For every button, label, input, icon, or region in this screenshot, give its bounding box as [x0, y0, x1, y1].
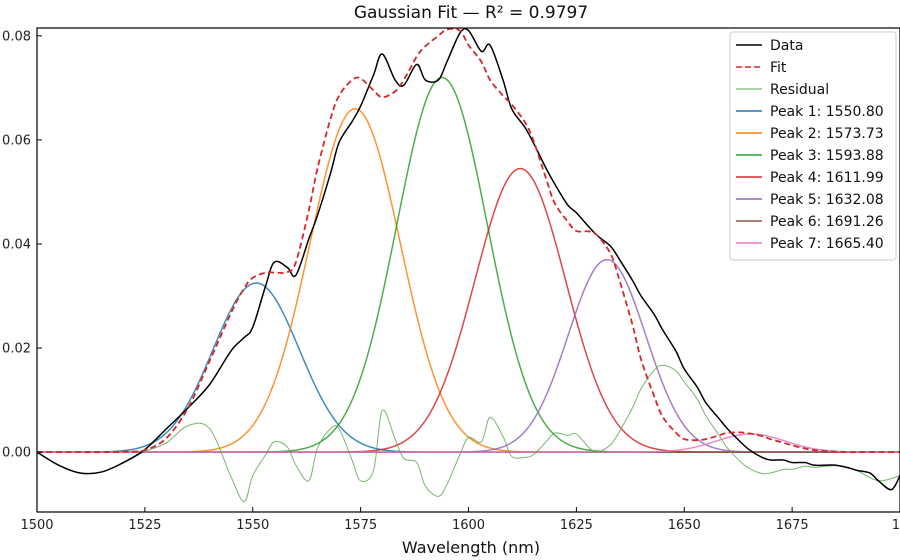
chart-title: Gaussian Fit — R² = 0.9797 [354, 3, 588, 23]
legend-box [729, 31, 897, 261]
legend-label-data: Data [770, 38, 803, 54]
x-tick-label: 1600 [452, 518, 485, 533]
series-line-peak-1-1550-80 [37, 282, 900, 453]
x-axis: 1500 1525 1550 1575 1600 1625 1650 1675 17 [20, 507, 900, 533]
y-tick-label: 0.00 [2, 446, 31, 461]
x-tick-label: 1575 [344, 518, 377, 533]
legend-label-peak-4-1611-99: Peak 4: 1611.99 [770, 170, 884, 186]
series-line-data [37, 28, 900, 491]
x-axis-label: Wavelength (nm) [402, 538, 540, 557]
x-tick-label: 1675 [776, 518, 809, 533]
legend-label-residual: Residual [770, 82, 829, 98]
legend-label-peak-1-1550-80: Peak 1: 1550.80 [770, 104, 884, 120]
x-tick-label: 1525 [128, 518, 161, 533]
legend-label-peak-7-1665-40: Peak 7: 1665.40 [770, 236, 884, 252]
x-tick-label: 17 [892, 518, 900, 533]
legend-label-fit: Fit [770, 60, 787, 76]
series-line-residual [37, 364, 900, 503]
x-tick-label: 1625 [560, 518, 593, 533]
series-line-fit [37, 28, 900, 454]
y-axis: 0.00 0.02 0.04 0.06 0.08 [2, 29, 42, 461]
series-line-peak-7-1665-40 [37, 433, 900, 453]
y-tick-label: 0.08 [2, 29, 31, 44]
legend-label-peak-3-1593-88: Peak 3: 1593.88 [770, 148, 884, 164]
legend-label-peak-5-1632-08: Peak 5: 1632.08 [770, 192, 884, 208]
x-tick-label: 1550 [236, 518, 269, 533]
y-tick-label: 0.02 [2, 342, 31, 357]
y-tick-label: 0.04 [2, 237, 31, 252]
legend-label-peak-2-1573-73: Peak 2: 1573.73 [770, 126, 884, 142]
y-tick-label: 0.06 [2, 133, 31, 148]
series-line-peak-5-1632-08 [37, 258, 900, 453]
legend-label-peak-6-1691-26: Peak 6: 1691.26 [770, 214, 884, 230]
legend: Data Fit Residual Peak 1: 1550.80 Peak 2: 15… [729, 31, 897, 261]
x-tick-label: 1650 [668, 518, 701, 533]
series-layer [37, 28, 900, 503]
x-tick-label: 1500 [20, 518, 53, 533]
